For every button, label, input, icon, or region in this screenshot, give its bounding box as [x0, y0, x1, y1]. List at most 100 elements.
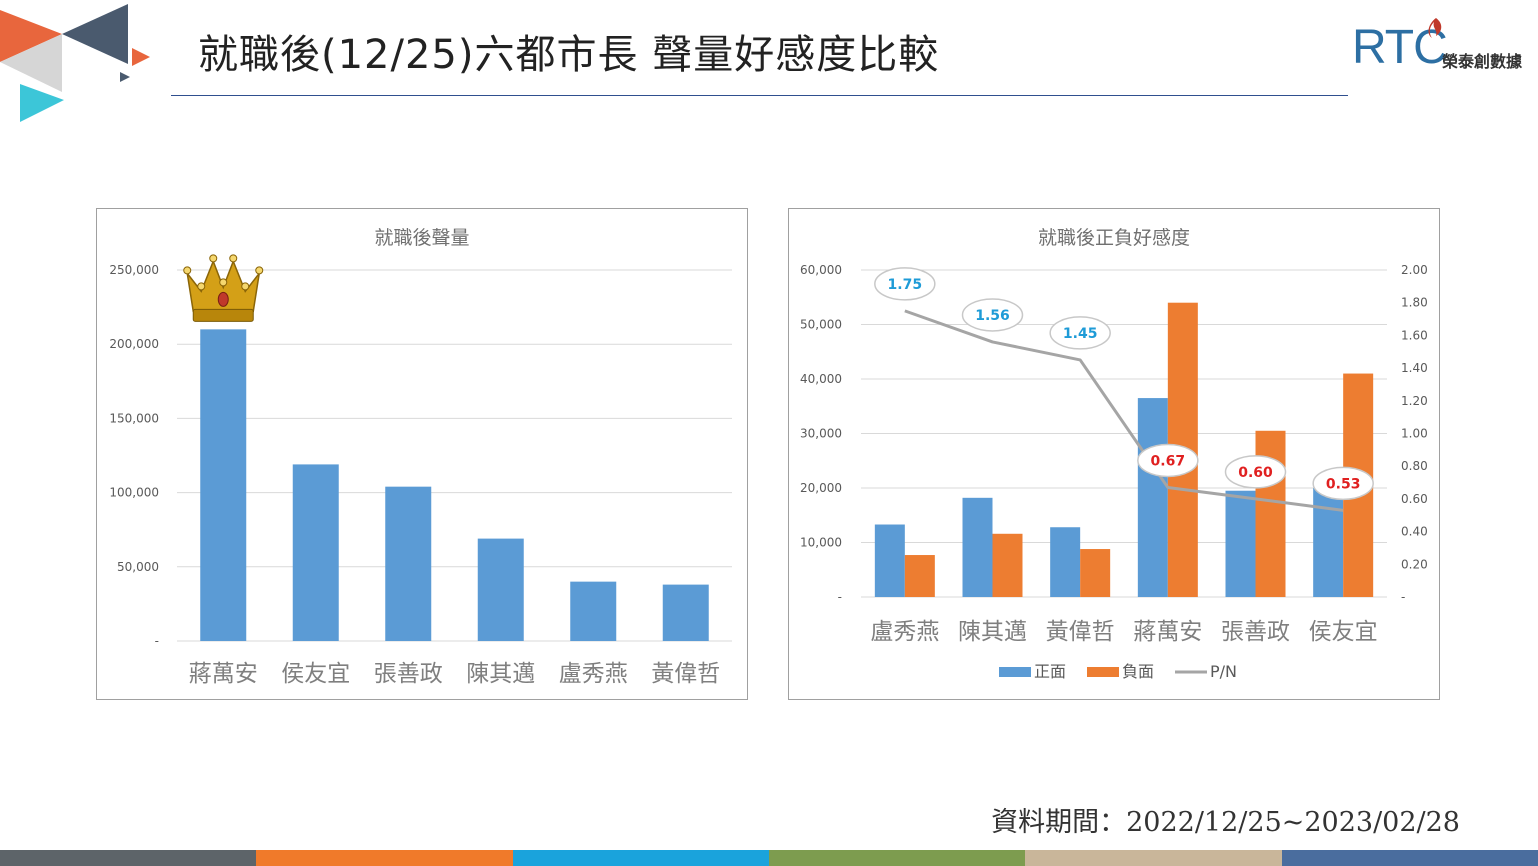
bar-positive	[874, 524, 905, 597]
pn-data-label: 1.45	[1063, 326, 1098, 342]
legend-swatch-positive	[999, 667, 1031, 677]
x-tick-label: 盧秀燕	[559, 661, 628, 687]
y-tick-label: 150,000	[109, 411, 159, 425]
bar-positive	[1225, 490, 1256, 597]
legend-label-negative: 負面	[1122, 662, 1154, 681]
crown-jewel	[183, 266, 192, 275]
sentiment-chart: 就職後正負好感度 - 10,000 20,000 30,000 40,000 50,000 6…	[800, 227, 1428, 681]
y-tick-label: 20,000	[800, 481, 842, 495]
pn-data-label: 0.53	[1326, 476, 1361, 492]
bar	[662, 584, 709, 641]
volume-chart-panel: 就職後聲量 - 50,000 100,000 150,000 200,000 250,000…	[96, 208, 748, 700]
y2-tick-label: 0.80	[1401, 459, 1428, 473]
crown-icon	[183, 254, 264, 322]
bottom-bar-segment	[256, 850, 513, 866]
legend: 正面 負面 P/N	[999, 662, 1237, 681]
bar	[477, 538, 524, 641]
pn-data-label-bubble	[1049, 316, 1111, 350]
pn-data-label-bubble	[1224, 455, 1287, 489]
bar-negative	[904, 555, 935, 597]
y-tick-label: 100,000	[109, 486, 159, 500]
y-tick-label: 40,000	[800, 372, 842, 386]
page-title: 就職後(12/25)六都市長 聲量好感度比較	[198, 32, 940, 78]
chart-title: 就職後正負好感度	[1038, 227, 1190, 249]
title-underline	[171, 95, 1348, 96]
y2-tick-label: 0.60	[1401, 492, 1428, 506]
bottom-bar-segment	[1025, 850, 1282, 866]
company-logo: RTC 榮泰創數據	[1352, 18, 1537, 78]
pn-data-label-bubble	[961, 298, 1024, 332]
bar	[200, 329, 247, 641]
y2-tick-label: -	[1401, 590, 1405, 604]
x-tick-label: 蔣萬安	[1133, 619, 1202, 645]
crown-jewel	[255, 266, 264, 275]
y-tick-label: -	[838, 590, 842, 604]
y2-tick-label: 1.80	[1401, 296, 1428, 310]
crown-jewel	[209, 254, 218, 263]
pn-data-label: 1.56	[975, 308, 1010, 324]
bottom-bar-segment	[512, 850, 769, 866]
y2-tick-label: 1.20	[1401, 394, 1428, 408]
bar-positive	[1313, 488, 1344, 597]
x-tick-label: 陳其邁	[466, 661, 535, 687]
x-tick-label: 張善政	[1221, 619, 1290, 645]
x-tick-label: 蔣萬安	[189, 661, 258, 687]
x-tick-label: 侯友宜	[1309, 619, 1378, 645]
crown-band	[192, 308, 254, 322]
bar	[570, 581, 617, 641]
y-tick-label: 60,000	[800, 263, 842, 277]
crown-jewel	[219, 278, 228, 287]
slate-triangle	[62, 4, 128, 64]
y-tick-label: 50,000	[800, 318, 842, 332]
data-period: 資料期間：2022/12/25~2023/02/28	[991, 807, 1460, 838]
legend-swatch-negative	[1087, 667, 1119, 677]
y-tick-label: 30,000	[800, 427, 842, 441]
bar	[292, 464, 339, 641]
pn-data-label: 0.60	[1238, 465, 1273, 481]
crown-jewel	[229, 254, 238, 263]
crown-ruby	[217, 291, 229, 307]
bottom-color-bar	[0, 850, 1538, 866]
flame-icon	[1428, 18, 1442, 38]
logo-mark: RTC	[1352, 21, 1448, 74]
small-slate-triangle	[120, 72, 130, 82]
pn-line	[904, 309, 1344, 512]
decorative-triangles	[0, 4, 150, 122]
x-tick-label: 張善政	[374, 661, 443, 687]
y2-tick-label: 0.40	[1401, 525, 1428, 539]
bar-positive	[1050, 527, 1081, 597]
small-orange-triangle	[132, 48, 150, 66]
bar-positive	[962, 497, 993, 597]
y2-tick-label: 1.60	[1401, 328, 1428, 342]
x-tick-label: 陳其邁	[958, 619, 1027, 645]
y-tick-label: 250,000	[109, 263, 159, 277]
x-tick-label: 黃偉哲	[1046, 619, 1115, 645]
legend-label-positive: 正面	[1034, 662, 1066, 681]
gray-triangle	[0, 34, 62, 92]
chart-title: 就職後聲量	[374, 227, 469, 249]
bottom-bar-segment	[0, 850, 257, 866]
x-tick-label: 侯友宜	[281, 661, 350, 687]
bar	[385, 486, 432, 641]
bar-negative	[1080, 549, 1111, 597]
bar-positive	[1137, 398, 1168, 597]
bar-negative	[992, 533, 1023, 597]
x-tick-label: 盧秀燕	[870, 619, 939, 645]
pn-data-label-bubble	[1312, 466, 1374, 501]
x-tick-label: 黃偉哲	[651, 661, 720, 687]
logo-company-name: 榮泰創數據	[1442, 52, 1523, 71]
sentiment-chart-panel: 就職後正負好感度 - 10,000 20,000 30,000 40,000 50,000 6…	[788, 208, 1440, 700]
y-tick-label: 50,000	[117, 560, 159, 574]
crown-jewel	[197, 282, 206, 291]
y2-tick-label: 0.20	[1401, 557, 1428, 571]
cyan-triangle	[20, 84, 64, 122]
y-tick-label: 10,000	[800, 536, 842, 550]
crown-jewel	[241, 282, 250, 291]
orange-triangle	[0, 10, 62, 62]
y-tick-label: -	[155, 634, 159, 648]
legend-label-pn: P/N	[1210, 662, 1237, 681]
bottom-bar-segment	[1281, 850, 1538, 866]
y2-tick-label: 1.40	[1401, 361, 1428, 375]
bottom-bar-segment	[768, 850, 1026, 866]
pn-data-label: 1.75	[888, 277, 923, 293]
